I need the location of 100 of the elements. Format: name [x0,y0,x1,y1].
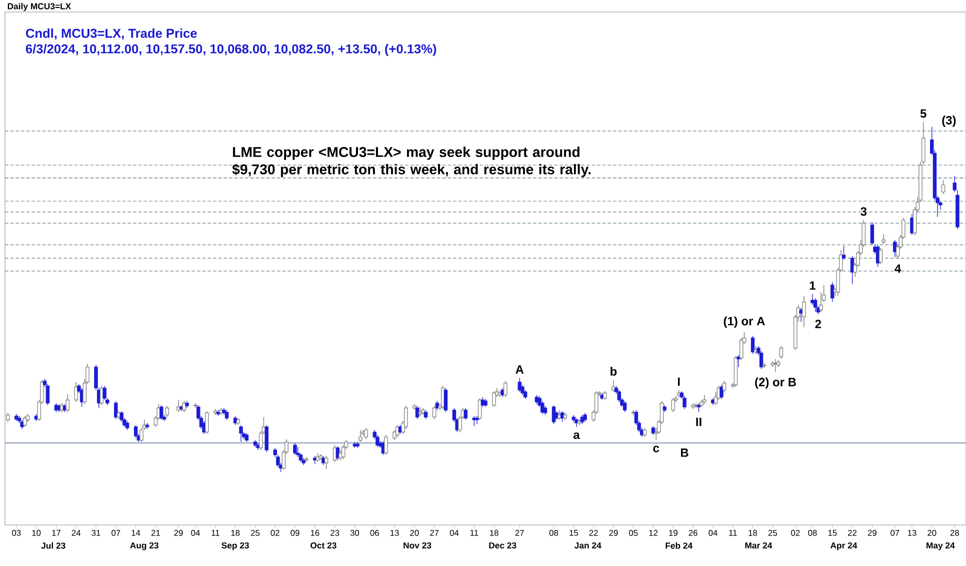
x-tick-label: 17 [52,530,60,536]
x-tick-label: 31 [92,530,100,536]
candlestick [165,406,169,418]
candlestick [878,248,883,264]
x-tick-label: 22 [848,530,857,536]
x-tick-label: 06 [370,530,379,536]
x-tick-label: 28 [950,530,959,536]
x-tick-label: 13 [390,530,399,536]
x2-tick-label: Aug 23 [130,542,158,550]
candlestick [870,222,874,246]
candlestick [23,416,27,428]
x2-tick-label: Apr 24 [830,542,858,550]
x-tick-label: 22 [589,530,598,536]
candlestick [74,382,78,402]
annotation: 1 [810,281,816,290]
candlestick [671,398,676,412]
candlestick [239,424,243,442]
annotation: I [678,378,680,386]
x-tick-label: 18 [231,530,240,536]
x-tick-label: 02 [270,530,280,536]
annotation: B [680,448,688,457]
x2-tick-label: Mar 24 [745,542,772,548]
x-tick-label: 13 [908,530,916,536]
x-tick-label: 21 [151,530,160,536]
annotation: II [696,418,702,426]
x-tick-label: 18 [490,530,498,536]
candlestick [504,380,508,398]
x-tick-label: 29 [868,530,876,536]
candlestick [802,296,806,328]
candlestick [819,292,823,312]
candlestick [893,240,897,258]
candlestick [622,400,627,412]
x-tick-label: 29 [174,530,183,536]
chart-title: Daily MCU3=LX [8,2,71,12]
x-tick-label: 11 [729,530,737,536]
x-tick-label: 15 [570,530,578,536]
x-tick-label: 25 [768,530,777,536]
candlestick [478,398,482,420]
candlestick [813,298,818,312]
x-tick-label: 23 [330,530,340,536]
x-tick-label: 18 [748,530,758,536]
candlestick [842,246,846,260]
x-tick-label: 14 [132,530,140,536]
x-tick-label: 30 [350,530,360,536]
candlestick [492,390,496,408]
candlestick [642,428,647,438]
x2-tick-label: Jul 23 [41,542,66,549]
x-tick-label: 24 [72,530,81,536]
annotation: (2) or B [755,377,796,389]
candlestick [324,456,328,470]
candlestick [224,410,229,420]
text: 6/3/2024, 10,112.00, 10,157.50, 10,068.00, 10,082.50, +13.50, (+0.13%) [26,44,436,56]
x-tick-label: 19 [669,530,678,536]
candlestick [922,122,926,164]
x2-tick-label: Jan 24 [574,542,602,548]
candlestick [432,406,436,420]
annotation: 2 [815,320,822,328]
x-tick-label: 10 [32,530,41,536]
candlestick [125,420,130,430]
x-tick-label: 08 [549,530,558,536]
candlestick [6,412,10,422]
candlestick [702,394,706,404]
x2-tick-label: Sep 23 [222,542,249,550]
annotation: A [516,365,524,374]
candlestick [830,282,834,302]
annotation: 5 [920,109,926,118]
x-tick-label: 08 [808,530,817,536]
x-tick-label: 29 [609,530,618,536]
x-tick-label: 05 [629,530,638,536]
candlestick [114,400,118,420]
candlestick [160,404,164,420]
annotation: a [574,432,580,440]
candlestick [293,442,297,456]
annotation: c [653,446,660,452]
candlestick [720,384,724,400]
x-tick-label: 09 [290,530,300,536]
x-tick-label: 27 [430,530,439,536]
x-tick-label: 04 [191,530,200,536]
x-tick-label: 16 [310,530,320,536]
annotation: (3) [942,116,956,127]
annotation: LME copper <MCU3=LX> may seek support around $9,730 per metric ton this week, and resume its rally. [232,146,591,178]
candlestick [941,180,946,194]
candlestick [205,410,209,434]
x2-tick-label: Dec 23 [489,542,516,549]
x-tick-label: 27 [515,530,524,536]
x2-tick-label: Oct 23 [310,542,336,549]
candlestick [518,378,522,392]
x-tick-label: 20 [410,530,419,536]
annotation: 4 [894,264,902,273]
x-tick-label: 20 [928,530,936,536]
candlestick [722,380,726,392]
x-tick-label: 26 [688,530,698,536]
x-tick-label: 04 [450,530,459,536]
candlestick [612,380,616,392]
x-tick-label: 11 [212,530,220,536]
x-tick-label: 02 [791,530,800,536]
candlestick [134,424,138,438]
candlestick [264,424,268,452]
x-tick-label: 04 [708,530,718,536]
candlestick [464,408,468,420]
